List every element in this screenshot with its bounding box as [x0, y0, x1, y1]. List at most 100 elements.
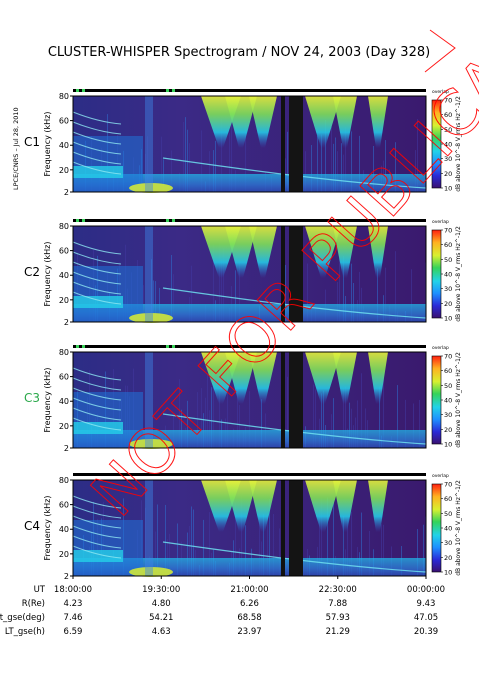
harmonic-line: [72, 151, 122, 165]
emission-burst: [368, 226, 388, 278]
texture-streak: [333, 502, 334, 576]
ephemeris-value: 6.59: [64, 627, 83, 637]
colorbar-corner-word: overlap: [432, 89, 449, 95]
texture-streak: [357, 400, 358, 448]
texture-streak: [321, 498, 322, 576]
panel-c4: 80 60 40 20 2 Frequency (kHz)C4 70 60 50 40 30 20 10…: [24, 473, 462, 581]
harmonic-line: [72, 281, 122, 295]
panel-status-bar: [73, 473, 426, 476]
harmonic-line: [72, 271, 122, 285]
texture-streak: [191, 265, 192, 322]
spacecraft-label: C2: [24, 265, 40, 279]
texture-streak: [177, 523, 178, 576]
plasma-frequency-trace: [162, 157, 427, 189]
panel-status-bar: [73, 219, 426, 222]
texture-streak: [155, 531, 156, 576]
broadband-column: [145, 96, 153, 192]
early-emission-region: [73, 266, 143, 322]
spacecraft-label: C3: [24, 391, 40, 405]
harmonic-line: [72, 545, 122, 559]
texture-streak: [345, 127, 346, 192]
texture-streak: [261, 399, 262, 448]
emission-burst: [333, 226, 357, 278]
texture-streak: [317, 135, 318, 192]
emission-burst: [305, 480, 341, 532]
colorbar: [431, 355, 442, 445]
ephemeris-row-label: UT: [34, 585, 46, 595]
emission-burst: [249, 352, 277, 404]
ephemeris-table: UT R(Re) 4.23 4.80 6.26 7.88 9.43 Lat_gse(deg) 7…: [0, 585, 438, 637]
texture-streak: [337, 151, 338, 192]
colorbar-tick-label: 10: [444, 441, 452, 449]
texture-streak: [187, 532, 188, 576]
texture-streak: [359, 271, 360, 322]
ephemeris-value: 47.05: [414, 613, 438, 623]
texture-streak: [395, 142, 396, 192]
colorbar-tick-label: 20: [444, 170, 452, 178]
emission-burst: [368, 480, 388, 532]
ephemeris-value: 57.93: [326, 613, 350, 623]
texture-streak: [305, 151, 306, 192]
ephemeris-value: 54.21: [149, 613, 173, 623]
texture-streak: [349, 402, 350, 448]
texture-streak: [373, 145, 374, 192]
texture-streak: [241, 496, 242, 576]
low-freq-hotspot: [129, 313, 173, 323]
texture-streak: [353, 283, 354, 322]
texture-streak: [143, 285, 144, 322]
texture-streak: [187, 400, 188, 448]
emission-burst: [305, 226, 341, 278]
harmonic-line: [72, 121, 122, 135]
harmonic-line: [72, 251, 122, 265]
ephemeris-value: 68.58: [237, 613, 261, 623]
panel-status-bar: [73, 89, 426, 92]
watermark-slash: [424, 29, 456, 73]
texture-streak: [351, 408, 352, 448]
harmonic-line: [72, 367, 122, 381]
colorbar-tick-label: 50: [444, 382, 452, 390]
texture-streak: [333, 398, 334, 448]
texture-streak: [219, 369, 220, 448]
low-freq-hotspot: [129, 439, 173, 449]
harmonic-line: [72, 377, 122, 391]
texture-streak: [333, 143, 334, 192]
texture-streak: [161, 136, 162, 192]
figure-title: CLUSTER-WHISPER Spectrogram / NOV 24, 20…: [48, 45, 430, 60]
texture-streak: [263, 513, 264, 576]
texture-streak: [327, 497, 328, 576]
texture-streak: [173, 274, 174, 322]
spacecraft-label: C1: [24, 135, 40, 149]
harmonic-line: [72, 291, 122, 305]
texture-streak: [201, 388, 202, 448]
colorbar: [431, 483, 442, 573]
panel-c1: 80 60 40 20 2 Frequency (kHz)C1 70 60 50 40 30 20 10…: [24, 89, 462, 197]
texture-streak: [179, 379, 180, 448]
colorbar-tick-label: 40: [444, 271, 452, 279]
texture-streak: [213, 244, 214, 322]
harmonic-line: [72, 397, 122, 411]
y-tick-label: 2: [64, 188, 69, 197]
texture-streak: [415, 150, 416, 192]
texture-streak: [405, 399, 406, 448]
texture-streak: [287, 131, 288, 192]
texture-streak: [157, 504, 158, 576]
colorbar-tick-label: 60: [444, 495, 452, 503]
status-marker: [76, 345, 79, 348]
texture-streak: [145, 507, 146, 576]
harmonic-line: [72, 525, 122, 539]
plasma-frequency-trace: [162, 413, 427, 445]
texture-streak: [335, 137, 336, 192]
colorbar-label: dB above 10^-8 V_rms Hz^-1/2: [455, 226, 462, 322]
texture-streak: [229, 133, 230, 192]
texture-streak: [323, 390, 324, 448]
emission-burst: [305, 352, 341, 404]
texture-streak: [207, 374, 208, 448]
texture-streak: [215, 140, 216, 192]
data-gap: [281, 226, 285, 322]
texture-streak: [191, 506, 192, 576]
y-tick-label: 20: [59, 166, 69, 175]
texture-streak: [197, 392, 198, 448]
data-gap: [281, 96, 285, 192]
